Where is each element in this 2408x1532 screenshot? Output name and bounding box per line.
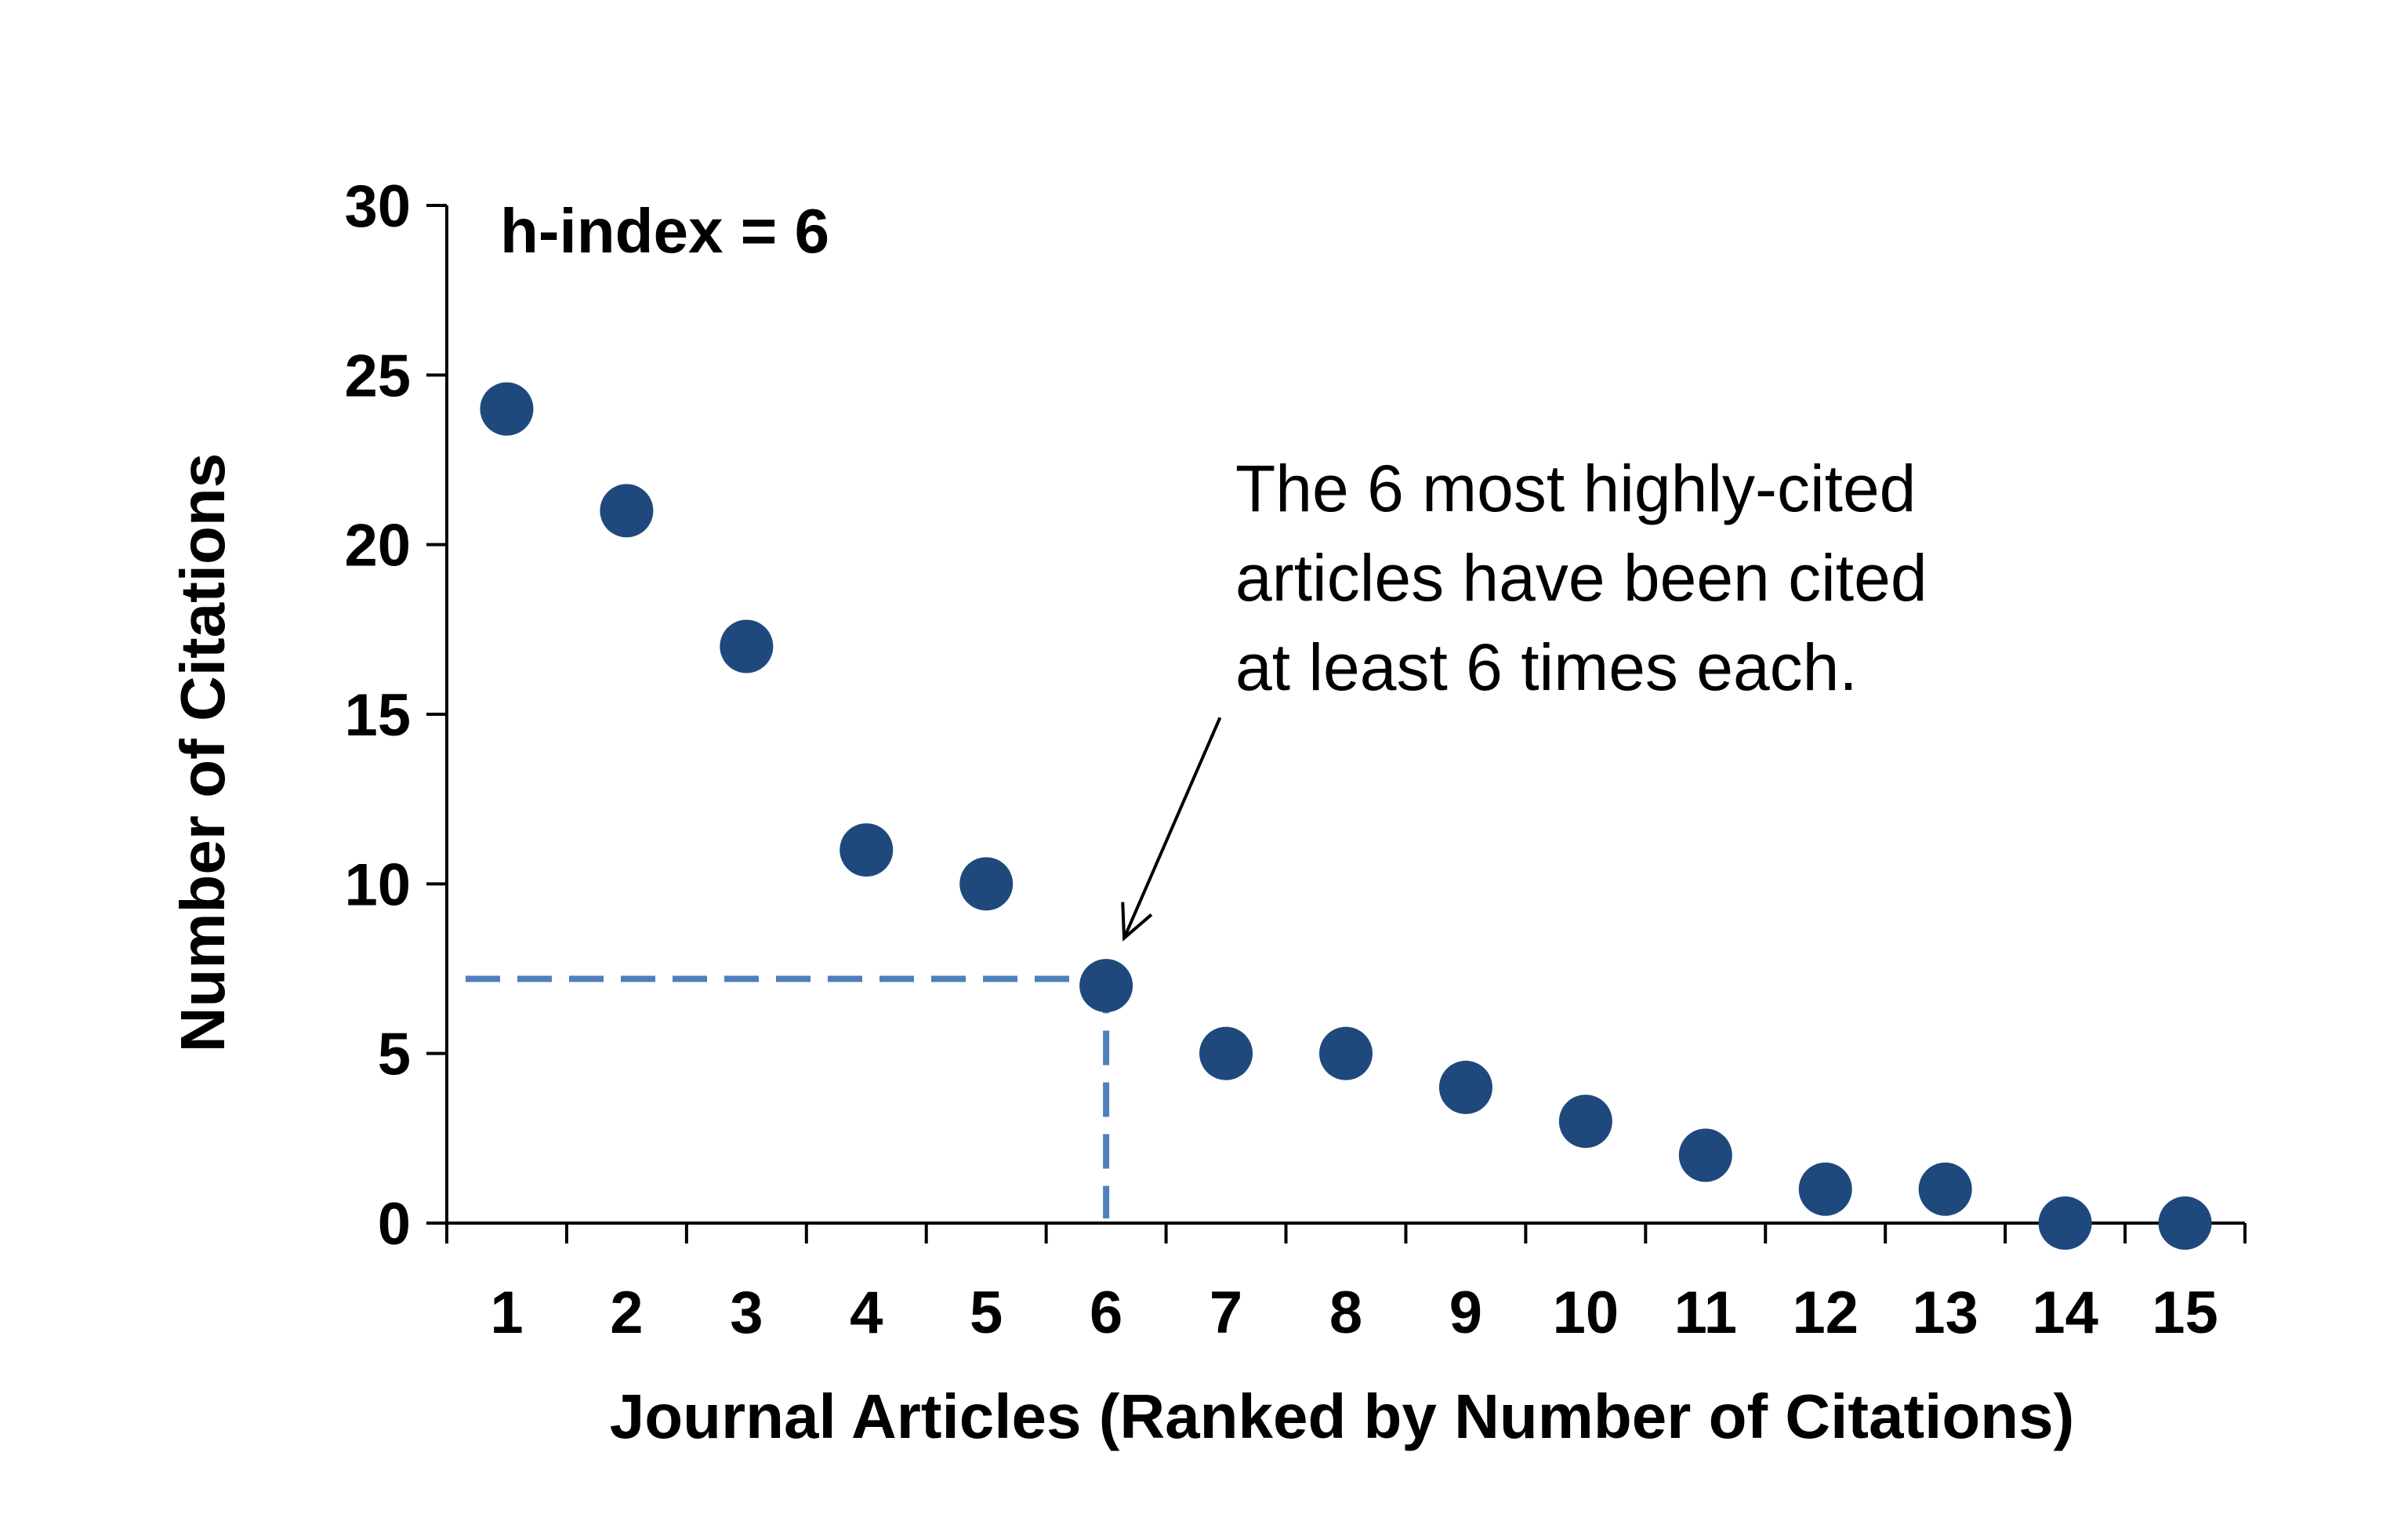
y-tick-label: 0 xyxy=(378,1191,411,1258)
y-tick-label: 20 xyxy=(344,513,411,579)
y-tick-label: 5 xyxy=(378,1022,411,1088)
h-index-guides xyxy=(466,975,1110,1218)
x-axis-title: Journal Articles (Ranked by Number of Ci… xyxy=(610,1381,2074,1451)
callout-line-2: articles have been cited xyxy=(1235,541,1927,615)
x-tick-label: 6 xyxy=(1090,1280,1122,1346)
x-tick-label: 10 xyxy=(1553,1280,1619,1346)
callout-line-1: The 6 most highly-cited xyxy=(1235,452,1916,525)
y-axis-ticks: 0 5 10 15 20 25 30 xyxy=(344,173,447,1258)
x-tick-label: 7 xyxy=(1209,1280,1242,1346)
h-index-label: h-index = 6 xyxy=(500,196,829,266)
y-tick-label: 15 xyxy=(344,682,411,749)
data-points xyxy=(480,382,2212,1250)
x-tick-label: 9 xyxy=(1449,1280,1482,1346)
callout-arrow-shaft xyxy=(1122,717,1222,939)
data-point xyxy=(720,619,774,673)
data-point xyxy=(1079,959,1133,1013)
x-axis-ticks: 1 2 3 4 5 6 7 8 9 10 11 12 13 14 15 xyxy=(445,1223,2247,1346)
y-tick-label: 30 xyxy=(344,173,411,240)
callout: The 6 most highly-cited articles have be… xyxy=(1121,452,1927,942)
data-point xyxy=(2038,1196,2092,1250)
data-point xyxy=(1558,1095,1612,1149)
data-point xyxy=(1438,1060,1492,1114)
x-tick-label: 4 xyxy=(850,1280,883,1346)
data-point xyxy=(1798,1162,1852,1216)
x-tick-label: 8 xyxy=(1329,1280,1362,1346)
x-tick-label: 3 xyxy=(730,1280,763,1346)
y-tick-label: 25 xyxy=(344,343,411,409)
data-point xyxy=(840,823,894,877)
x-tick-label: 1 xyxy=(490,1280,523,1346)
data-point xyxy=(1199,1026,1253,1080)
data-point xyxy=(959,857,1014,911)
callout-line-3: at least 6 times each. xyxy=(1235,630,1858,704)
y-tick-label: 10 xyxy=(344,851,411,918)
x-tick-label: 5 xyxy=(970,1280,1003,1346)
x-tick-label: 15 xyxy=(2152,1280,2218,1346)
x-tick-label: 12 xyxy=(1792,1280,1859,1346)
data-point xyxy=(1319,1026,1373,1080)
data-point xyxy=(2158,1196,2212,1250)
x-tick-label: 2 xyxy=(610,1280,643,1346)
data-point xyxy=(1678,1128,1732,1182)
y-axis-title: Number of Citations xyxy=(168,453,238,1052)
data-point xyxy=(480,382,534,436)
x-tick-label: 14 xyxy=(2032,1280,2098,1346)
data-point xyxy=(600,484,654,538)
x-tick-label: 13 xyxy=(1912,1280,1978,1346)
callout-arrow-head xyxy=(1121,902,1153,942)
data-point xyxy=(1918,1162,1972,1216)
x-tick-label: 11 xyxy=(1674,1280,1737,1346)
